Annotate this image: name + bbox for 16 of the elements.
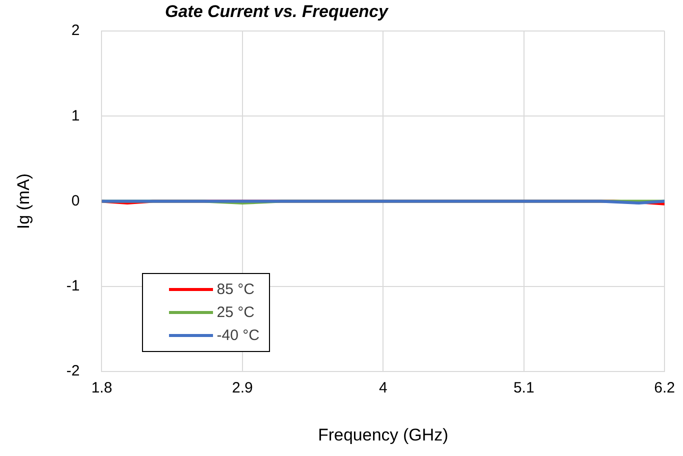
x-tick-label: 4 bbox=[378, 380, 388, 397]
y-tick-label: -2 bbox=[66, 362, 80, 380]
y-tick-label: 0 bbox=[71, 192, 80, 210]
y-tick-label: -1 bbox=[66, 278, 80, 295]
x-axis-title: Frequency (GHz) bbox=[318, 425, 448, 444]
y-tick-label: 2 bbox=[71, 22, 80, 40]
x-tick-label: 6.2 bbox=[654, 380, 676, 397]
y-tick-label: 1 bbox=[71, 107, 80, 124]
x-tick-label: 2.9 bbox=[232, 380, 253, 397]
x-tick-label: 1.8 bbox=[91, 380, 112, 397]
x-tick-label: 5.1 bbox=[513, 380, 534, 397]
legend-label: -40 °C bbox=[216, 326, 260, 344]
y-axis-title: Ig (mA) bbox=[14, 173, 33, 230]
legend-label: 85 °C bbox=[216, 280, 254, 298]
chart-title: Gate Current vs. Frequency bbox=[165, 2, 388, 22]
legend-label: 25 °C bbox=[216, 304, 254, 321]
